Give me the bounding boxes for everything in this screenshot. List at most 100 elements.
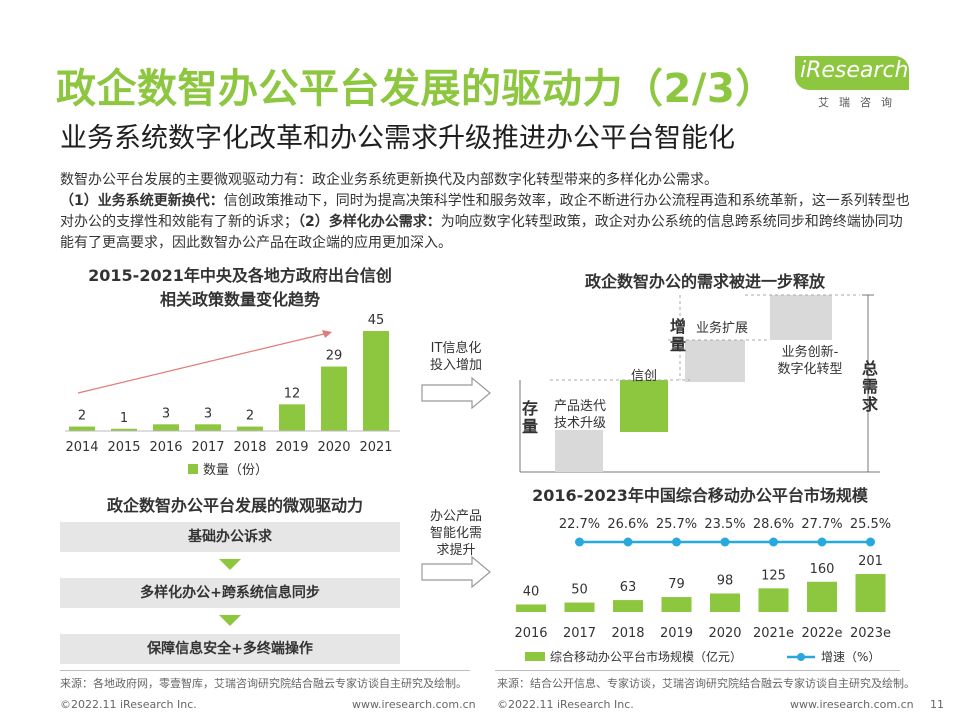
xinchuang-bar — [620, 380, 668, 432]
data-label: 79 — [668, 577, 685, 592]
tick-label: 2019 — [660, 626, 693, 641]
growth-point — [623, 537, 633, 547]
right-arrow-icon — [421, 555, 491, 589]
point2-label: （2）多样化办公需求： — [298, 214, 441, 230]
source-note-right: 来源：结合公开信息、专家访谈，艾瑞咨询研究院结合融云专家访谈自主研究及绘制。 — [497, 677, 915, 690]
bar — [111, 428, 137, 431]
bar — [279, 404, 305, 431]
data-label: 3 — [204, 406, 212, 421]
growth-point — [769, 537, 778, 547]
legend-swatch — [525, 652, 545, 661]
data-label: 63 — [620, 580, 637, 595]
legend-label: 增速（%） — [821, 650, 880, 664]
legend-marker — [797, 653, 805, 661]
market-chart: 40 2016 50 2017 63 2018 79 2019 98 2020 125 2021e 16… — [514, 517, 891, 664]
data-label: 2 — [246, 409, 254, 424]
data-label: 40 — [523, 584, 540, 599]
trend-arrow — [77, 332, 329, 394]
bar — [237, 426, 263, 431]
url-left: www.iresearch.com.cn — [352, 698, 476, 711]
bar — [69, 426, 95, 431]
growth-label: 28.6% — [753, 517, 794, 532]
logo — [795, 56, 909, 90]
increment-label: 增 量 — [670, 317, 687, 354]
total-demand-label: 总 需 求 — [862, 359, 879, 414]
step-xinchuang: 信创 — [630, 369, 657, 384]
point1-label: （1）业务系统更新换代： — [60, 193, 224, 209]
page-title: 政企数智办公平台发展的驱动力（2/3） — [56, 66, 776, 112]
data-label: 2 — [78, 409, 86, 424]
source-note-left: 来源：各地政府网，零壹智库，艾瑞咨询研究院结合融云专家访谈自主研究及绘制。 — [60, 677, 467, 690]
data-label: 45 — [368, 313, 385, 328]
logo-subtext: 艾瑞咨询 — [818, 96, 902, 109]
data-label: 160 — [810, 562, 835, 577]
intro-paragraph: （1）业务系统更新换代：信创政策推动下，同时为提高决策科学性和服务效率，政企不断… — [60, 191, 910, 254]
growth-label: 23.5% — [704, 517, 745, 532]
driver-item: 基础办公诉求 — [60, 522, 400, 552]
waterfall-diagram — [519, 294, 880, 473]
tick-label: 2014 — [65, 440, 98, 455]
page-number: 11 — [930, 698, 944, 711]
growth-label: 27.7% — [801, 517, 842, 532]
tick-label: 2017 — [563, 626, 596, 641]
intro-line: 数智办公平台发展的主要微观驱动力有：政企业务系统更新换代及内部数字化转型带来的多… — [60, 172, 718, 188]
tick-label: 2016 — [149, 440, 182, 455]
tick-label: 2022e — [801, 626, 842, 641]
data-label: 29 — [326, 349, 343, 364]
bar — [855, 574, 886, 612]
bar — [710, 593, 740, 612]
growth-point — [817, 537, 827, 547]
growth-label: 26.6% — [607, 517, 648, 532]
drivers-title: 政企数智办公平台发展的微观驱动力 — [106, 496, 363, 515]
copyright-left: ©2022.11 iResearch Inc. — [60, 698, 197, 711]
tick-label: 2015 — [107, 440, 140, 455]
growth-point — [866, 537, 875, 547]
data-label: 12 — [284, 386, 301, 401]
bar — [321, 366, 347, 431]
growth-label: 22.7% — [559, 517, 600, 532]
stock-bar — [555, 430, 603, 472]
data-label: 3 — [162, 406, 170, 421]
chevron-down-icon — [219, 615, 241, 626]
data-label: 98 — [717, 573, 734, 588]
data-label: 201 — [858, 554, 883, 569]
growth-point — [672, 537, 681, 547]
market-chart-title: 2016-2023年中国综合移动办公平台市场规模 — [532, 486, 868, 505]
bar — [516, 604, 546, 612]
data-label: 50 — [571, 583, 588, 598]
divider — [60, 670, 470, 671]
growth-point — [575, 537, 584, 547]
right-arrow-icon — [421, 376, 491, 410]
url-right: www.iresearch.com.cn — [790, 698, 914, 711]
bar — [195, 424, 221, 431]
tick-label: 2016 — [514, 626, 547, 641]
policy-chart: 2 2014 1 2015 3 2016 3 2017 2 2018 12 2019 29 2020 45 2… — [65, 313, 400, 478]
legend-swatch — [188, 464, 198, 474]
bar — [613, 600, 643, 612]
tick-label: 2019 — [275, 440, 308, 455]
step-business-innovation: 业务创新- 数字化转型 — [777, 345, 843, 377]
intro-text: 数智办公平台发展的主要微观驱动力有：政企业务系统更新换代及内部数字化转型带来的多… — [60, 170, 910, 254]
page-subtitle: 业务系统数字化改革和办公需求升级推进办公平台智能化 — [60, 123, 735, 154]
tick-label: 2020 — [708, 626, 741, 641]
copyright-right: ©2022.11 iResearch Inc. — [497, 698, 634, 711]
chevron-down-icon — [219, 559, 241, 570]
divider — [495, 670, 900, 671]
logo-text: iResearch — [800, 58, 909, 83]
stock-label: 存 量 — [522, 399, 539, 436]
it-invest-label: IT信息化 投入增加 — [429, 341, 482, 373]
waterfall-title: 政企数智办公的需求被进一步释放 — [584, 272, 825, 291]
bar — [153, 424, 179, 431]
policy-chart-title-line1: 2015-2021年中央及各地方政府出台信创 — [88, 266, 392, 285]
growth-point — [720, 537, 730, 547]
policy-chart-title: 2015-2021年中央及各地方政府出台信创 相关政策数量变化趋势 — [60, 262, 420, 310]
growth-label: 25.7% — [656, 517, 697, 532]
tick-label: 2018 — [611, 626, 644, 641]
tick-label: 2018 — [233, 440, 266, 455]
tick-label: 2020 — [317, 440, 350, 455]
data-label: 125 — [761, 568, 786, 583]
bar — [363, 331, 389, 431]
tick-label: 2017 — [191, 440, 224, 455]
tick-label: 2021 — [359, 440, 392, 455]
tick-label: 2023e — [850, 626, 891, 641]
